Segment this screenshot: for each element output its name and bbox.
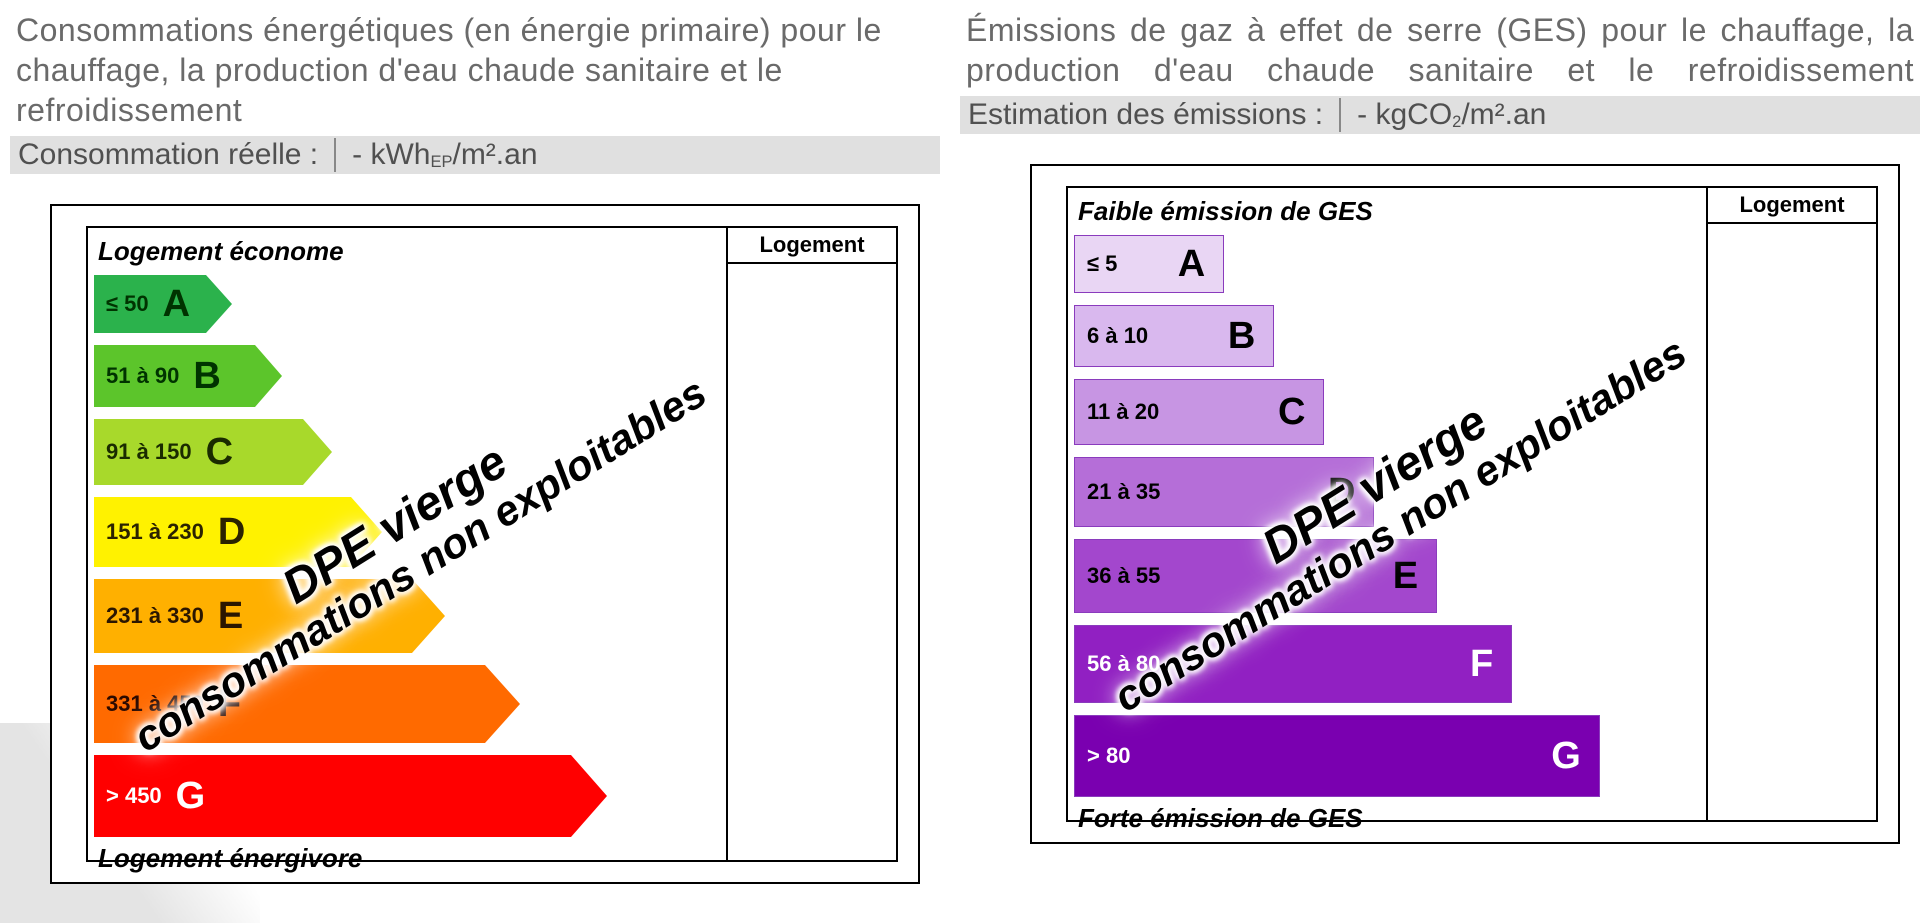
energy-bar-A: ≤ 50 A xyxy=(94,275,232,333)
arrow-tip-icon xyxy=(303,419,332,485)
ges-sub-value: - kgCO2/m².an xyxy=(1357,98,1546,132)
energy-chart-bars: Logement économe ≤ 50 A 51 à 90 B 91 à 150 C 1… xyxy=(88,228,726,860)
arrow-tip-icon xyxy=(255,345,282,407)
ges-chart-foot: Forte émission de GES xyxy=(1074,797,1700,834)
ges-bar-A: ≤ 5 A xyxy=(1074,235,1224,293)
energy-side-head: Logement xyxy=(728,228,896,264)
ges-bar-E: 36 à 55 E xyxy=(1074,539,1437,613)
ges-bar-letter: C xyxy=(1278,391,1305,434)
energy-side-column: Logement xyxy=(726,228,896,860)
arrow-tip-icon xyxy=(412,579,445,653)
energy-bar-range: 231 à 330 xyxy=(106,603,204,629)
energy-bar-range: 151 à 230 xyxy=(106,519,204,545)
vertical-separator xyxy=(334,138,336,172)
page-root: Consommations énergétiques (en énergie p… xyxy=(0,0,1920,923)
energy-title: Consommations énergétiques (en énergie p… xyxy=(10,0,940,136)
ges-bar-range: 21 à 35 xyxy=(1087,479,1160,505)
energy-bar-G: > 450 G xyxy=(94,755,607,837)
energy-bar-range: > 450 xyxy=(106,783,162,809)
energy-bar-body: 51 à 90 B xyxy=(94,345,255,407)
ges-bar-letter: F xyxy=(1470,643,1493,686)
energy-bar-body: 231 à 330 E xyxy=(94,579,412,653)
ges-chart-frame: Faible émission de GES ≤ 5 A 6 à 10 B 11 à 2… xyxy=(1066,186,1878,822)
energy-chart-outer: Logement économe ≤ 50 A 51 à 90 B 91 à 150 C 1… xyxy=(50,204,920,884)
energy-subbar: Consommation réelle : - kWhEP/m².an xyxy=(10,136,940,174)
energy-bar-body: 331 à 450 F xyxy=(94,665,485,743)
ges-bar-range: 11 à 20 xyxy=(1087,399,1159,425)
energy-bar-letter: F xyxy=(218,683,241,726)
ges-bar-range: ≤ 5 xyxy=(1087,251,1117,277)
energy-bar-B: 51 à 90 B xyxy=(94,345,282,407)
ges-bar-B: 6 à 10 B xyxy=(1074,305,1274,367)
energy-bar-letter: C xyxy=(206,431,233,474)
ges-bar-range: > 80 xyxy=(1087,743,1130,769)
energy-chart-frame: Logement économe ≤ 50 A 51 à 90 B 91 à 150 C 1… xyxy=(86,226,898,862)
arrow-tip-icon xyxy=(206,275,232,333)
energy-bar-range: 331 à 450 xyxy=(106,691,204,717)
energy-bar-letter: A xyxy=(163,283,190,326)
energy-bar-range: 51 à 90 xyxy=(106,363,179,389)
energy-bar-E: 231 à 330 E xyxy=(94,579,445,653)
ges-bar-letter: G xyxy=(1551,735,1581,778)
ges-chart-bars: Faible émission de GES ≤ 5 A 6 à 10 B 11 à 2… xyxy=(1068,188,1706,820)
energy-sub-value: - kWhEP/m².an xyxy=(352,138,537,172)
energy-bars-column: ≤ 50 A 51 à 90 B 91 à 150 C 151 à 230 D 231 à 33… xyxy=(94,275,720,837)
energy-bar-body: ≤ 50 A xyxy=(94,275,206,333)
energy-bar-range: ≤ 50 xyxy=(106,291,149,317)
ges-bar-letter: D xyxy=(1328,471,1355,514)
energy-bar-letter: D xyxy=(218,511,245,554)
ges-bar-range: 56 à 80 xyxy=(1087,651,1160,677)
ges-bar-letter: B xyxy=(1228,315,1255,358)
energy-sub-label: Consommation réelle : xyxy=(18,138,318,172)
arrow-tip-icon xyxy=(485,665,520,743)
energy-bar-range: 91 à 150 xyxy=(106,439,192,465)
vertical-separator xyxy=(1339,98,1341,132)
arrow-tip-icon xyxy=(571,755,607,837)
energy-bar-body: 91 à 150 C xyxy=(94,419,303,485)
energy-bar-letter: G xyxy=(176,775,206,818)
ges-bar-letter: E xyxy=(1393,555,1418,598)
energy-bar-body: > 450 G xyxy=(94,755,571,837)
energy-chart-head: Logement économe xyxy=(94,236,720,275)
ges-sub-label: Estimation des émissions : xyxy=(968,98,1323,132)
energy-bar-C: 91 à 150 C xyxy=(94,419,332,485)
ges-chart-outer: Faible émission de GES ≤ 5 A 6 à 10 B 11 à 2… xyxy=(1030,164,1900,844)
arrow-tip-icon xyxy=(351,497,382,567)
ges-panel: Émissions de gaz à effet de serre (GES) … xyxy=(950,0,1920,923)
ges-bar-C: 11 à 20 C xyxy=(1074,379,1324,445)
ges-bar-G: > 80 G xyxy=(1074,715,1600,797)
energy-bar-body: 151 à 230 D xyxy=(94,497,351,567)
ges-chart-head: Faible émission de GES xyxy=(1074,196,1700,235)
ges-bar-F: 56 à 80 F xyxy=(1074,625,1512,703)
energy-bar-F: 331 à 450 F xyxy=(94,665,520,743)
ges-side-head: Logement xyxy=(1708,188,1876,224)
ges-bars-column: ≤ 5 A 6 à 10 B 11 à 20 C 21 à 35 D 36 à 55 E 56 à … xyxy=(1074,235,1700,797)
energy-bar-D: 151 à 230 D xyxy=(94,497,382,567)
energy-panel: Consommations énergétiques (en énergie p… xyxy=(0,0,950,923)
ges-bar-D: 21 à 35 D xyxy=(1074,457,1374,527)
energy-bar-letter: E xyxy=(218,595,243,638)
ges-bar-range: 6 à 10 xyxy=(1087,323,1148,349)
ges-title: Émissions de gaz à effet de serre (GES) … xyxy=(960,0,1920,96)
energy-bar-letter: B xyxy=(193,355,220,398)
ges-subbar: Estimation des émissions : - kgCO2/m².an xyxy=(960,96,1920,134)
ges-bar-letter: A xyxy=(1178,243,1205,286)
energy-chart-foot: Logement énergivore xyxy=(94,837,720,874)
ges-side-column: Logement xyxy=(1706,188,1876,820)
ges-bar-range: 36 à 55 xyxy=(1087,563,1160,589)
